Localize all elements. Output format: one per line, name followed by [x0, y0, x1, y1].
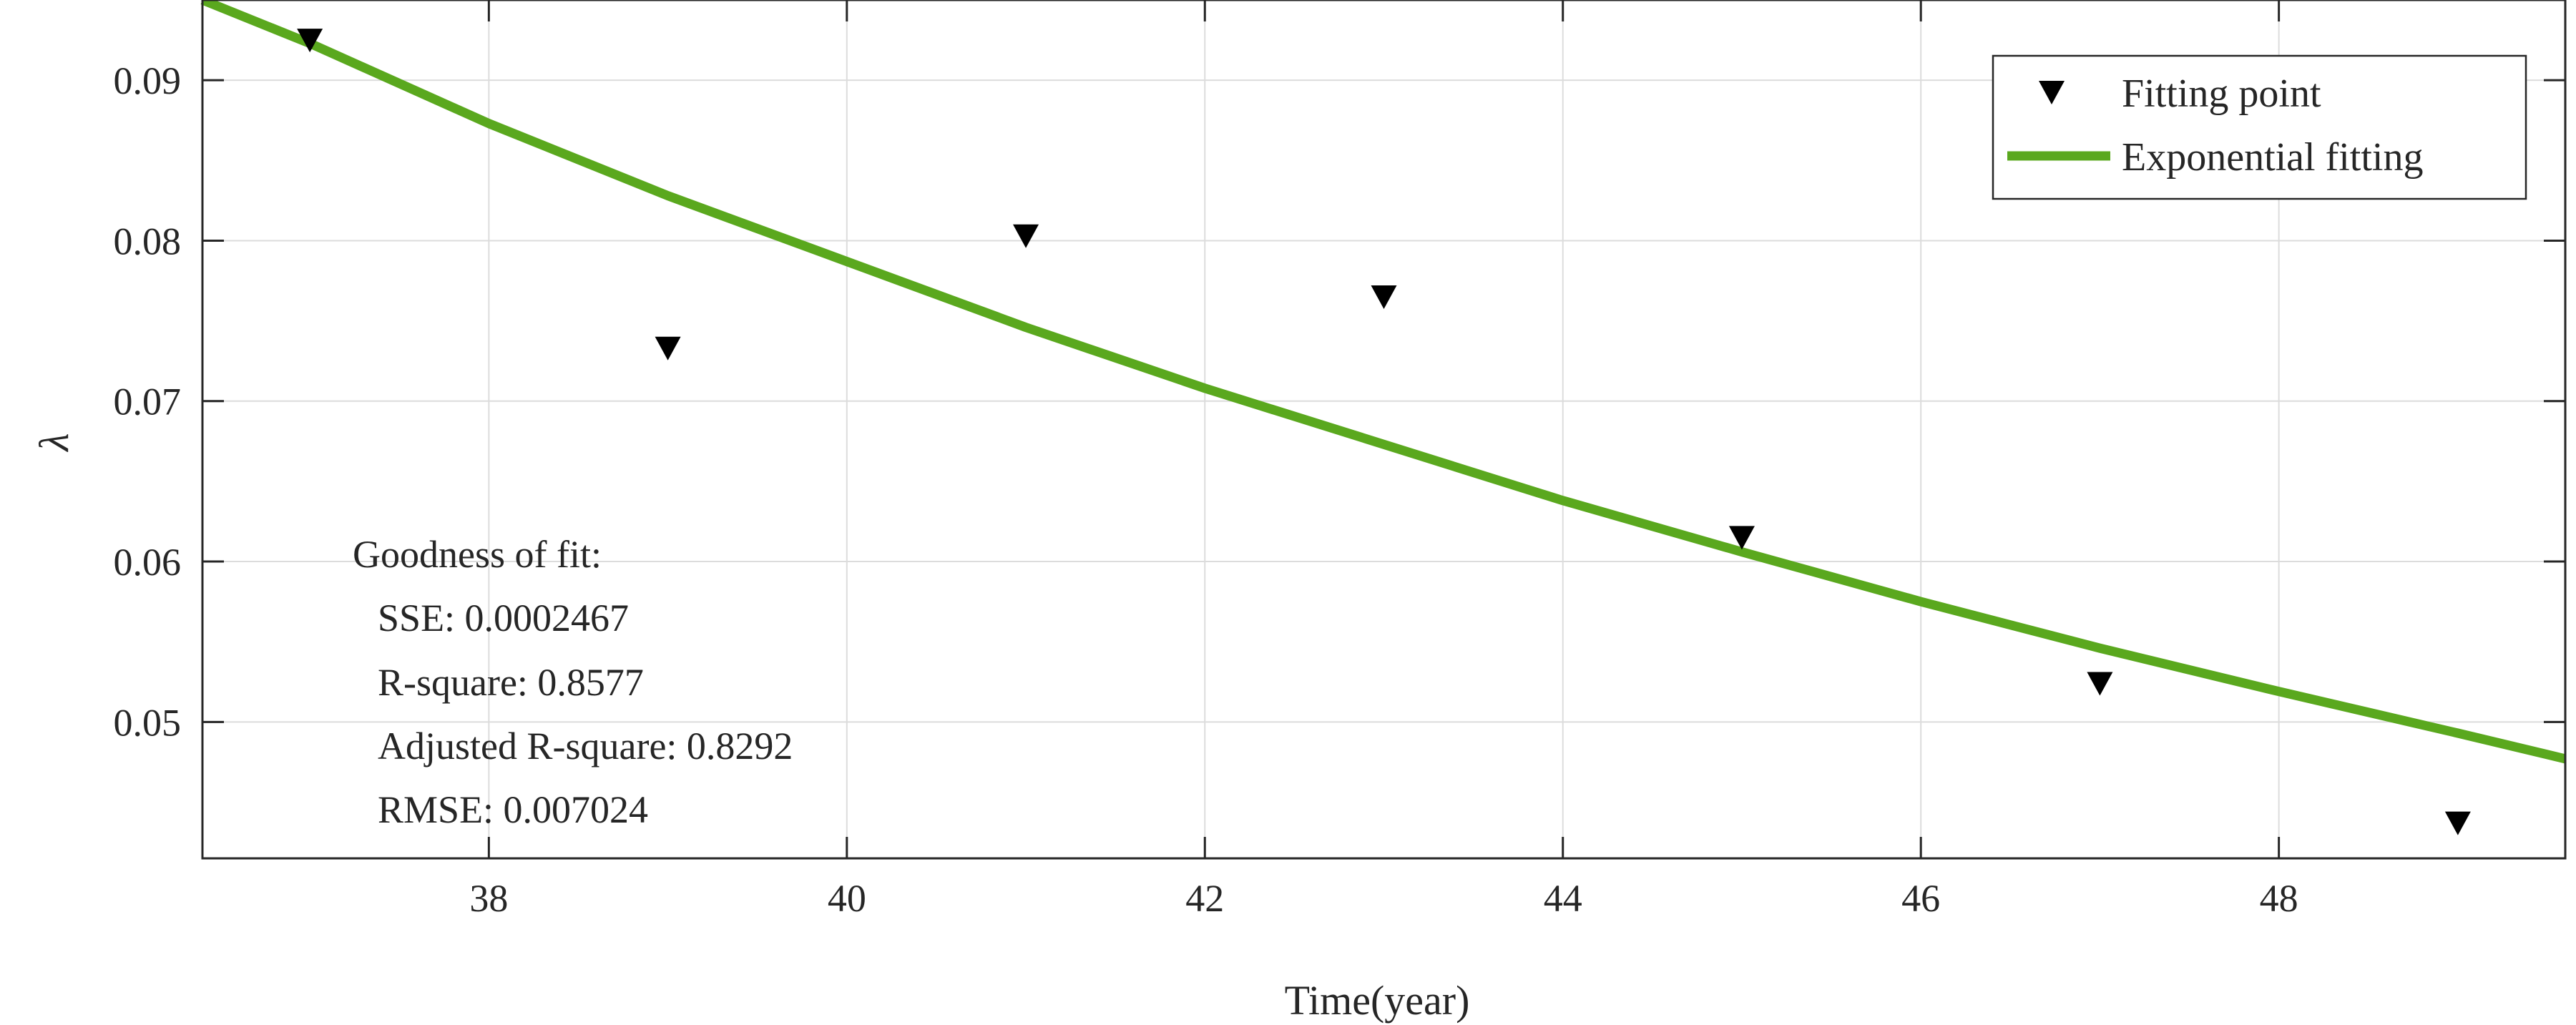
- x-tick-label: 38: [469, 877, 508, 920]
- fitting-point-marker: [297, 29, 323, 53]
- fitting-point-marker: [2444, 811, 2471, 835]
- fitting-point-marker: [1371, 285, 1397, 309]
- legend-label-exponential-fitting: Exponential fitting: [2122, 135, 2423, 180]
- x-tick-label: 42: [1185, 877, 1224, 920]
- y-tick-label: 0.06: [114, 541, 182, 584]
- y-tick-label: 0.09: [114, 59, 182, 102]
- annotation-sse: SSE: 0.0002467: [378, 597, 629, 639]
- legend-marker-triangle-icon: [2039, 81, 2065, 104]
- fitting-point-marker: [1728, 526, 1755, 550]
- y-tick-label: 0.05: [114, 701, 182, 744]
- fitting-point-marker: [2087, 672, 2113, 696]
- annotation-title: Goodness of fit:: [353, 533, 602, 576]
- annotation-adjusted-r-square: Adjusted R-square: 0.8292: [378, 725, 793, 767]
- y-tick-label: 0.07: [114, 381, 182, 423]
- goodness-of-fit-annotation: Goodness of fit: SSE: 0.0002467 R-square…: [353, 533, 793, 831]
- x-axis-ticks: 38 40 42 44 46 48: [469, 0, 2298, 920]
- annotation-r-square: R-square: 0.8577: [378, 661, 644, 704]
- x-tick-label: 48: [2260, 877, 2298, 920]
- legend: Fitting point Exponential fitting: [1992, 54, 2527, 200]
- annotation-rmse: RMSE: 0.007024: [378, 788, 648, 831]
- fit-curve-layer: [200, 0, 2567, 764]
- x-tick-label: 40: [828, 877, 866, 920]
- fitting-point-marker: [1013, 224, 1039, 248]
- x-tick-label: 44: [1544, 877, 1582, 920]
- fitting-point-marker: [655, 336, 681, 361]
- y-tick-label: 0.08: [114, 220, 182, 263]
- y-axis-label: λ: [31, 433, 77, 452]
- x-axis-label: Time(year): [1285, 977, 1470, 1024]
- x-tick-label: 46: [1901, 877, 1940, 920]
- plot-frame: [201, 0, 2567, 860]
- legend-box: [1992, 54, 2527, 200]
- y-axis-ticks: 0.05 0.06 0.07 0.08 0.09: [114, 59, 2565, 744]
- exponential-fit-line: [200, 0, 2567, 764]
- fitting-points-layer: [297, 29, 2471, 835]
- legend-label-fitting-point: Fitting point: [2122, 72, 2321, 116]
